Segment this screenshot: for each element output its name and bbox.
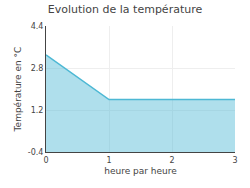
svg-text:4.4: 4.4 bbox=[31, 22, 44, 31]
svg-text:2.8: 2.8 bbox=[31, 64, 44, 73]
svg-text:3: 3 bbox=[232, 156, 237, 165]
svg-text:Température en °C: Température en °C bbox=[13, 47, 23, 133]
svg-text:1.2: 1.2 bbox=[31, 106, 44, 115]
svg-text:2: 2 bbox=[169, 156, 174, 165]
svg-text:heure par heure: heure par heure bbox=[104, 166, 177, 176]
svg-text:1: 1 bbox=[106, 156, 111, 165]
svg-text:0: 0 bbox=[43, 156, 48, 165]
svg-text:-0.4: -0.4 bbox=[28, 148, 44, 157]
svg-text:Evolution de la température: Evolution de la température bbox=[48, 3, 203, 16]
